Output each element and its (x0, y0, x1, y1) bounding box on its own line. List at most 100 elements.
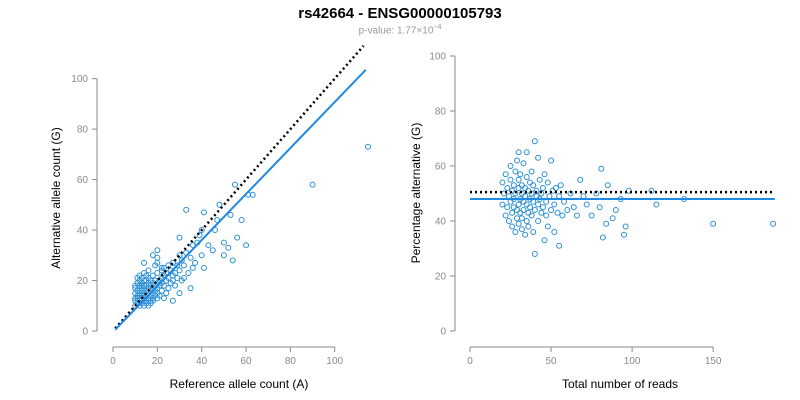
left-y-tick-label: 0 (82, 327, 88, 338)
right-data-point (510, 204, 517, 211)
right-data-point (570, 204, 577, 211)
right-data-point (522, 231, 529, 238)
left-data-point (249, 191, 256, 198)
left-data-point (216, 201, 223, 208)
right-data-point (598, 165, 605, 172)
right-data-point (551, 229, 558, 235)
left-data-point (165, 285, 172, 292)
right-data-point (541, 171, 548, 178)
right-data-point (596, 204, 603, 211)
left-data-point (180, 275, 187, 281)
left-data-point (365, 143, 371, 150)
right-data-point (520, 160, 527, 167)
page-subtitle: p-value: 1.77×10−4 (0, 24, 800, 36)
right-data-point (564, 207, 571, 213)
right-y-axis-title: Percentage alternative (G) (409, 123, 423, 264)
right-y-tick-label: 80 (435, 107, 447, 118)
right-data-point (588, 212, 595, 219)
right-data-point (501, 190, 508, 197)
right-data-point (499, 201, 506, 208)
left-data-point (176, 234, 183, 241)
right-y-tick-label: 0 (440, 327, 446, 338)
right-data-point (507, 176, 514, 183)
right-data-point (520, 207, 527, 213)
right-data-point (551, 201, 558, 208)
left-data-point (169, 259, 176, 266)
right-data-point (559, 212, 566, 219)
right-data-point (523, 201, 530, 208)
right-data-point (525, 209, 532, 216)
left-data-point (158, 264, 165, 271)
right-data-point (515, 149, 522, 156)
right-data-point (512, 229, 519, 235)
right-data-point (525, 223, 532, 230)
left-data-point (149, 252, 156, 259)
left-data-point (154, 247, 161, 254)
right-data-point (502, 212, 509, 219)
right-data-point (599, 234, 606, 241)
right-data-point (536, 176, 543, 183)
left-data-point (200, 209, 207, 216)
right-data-point (770, 220, 777, 227)
left-data-point (149, 297, 156, 304)
left-x-tick-label: 20 (152, 356, 164, 367)
left-x-tick-label: 40 (196, 356, 208, 367)
left-data-point (192, 259, 199, 266)
left-data-point (174, 275, 181, 281)
right-data-point (541, 237, 548, 244)
right-y-tick-label: 60 (435, 162, 447, 173)
left-data-point (231, 181, 238, 188)
right-data-point (514, 157, 521, 164)
left-x-tick-label: 80 (285, 356, 297, 367)
right-data-point (522, 185, 529, 191)
left-y-tick-label: 100 (71, 74, 88, 85)
right-y-tick-label: 100 (429, 52, 446, 63)
left-data-point (161, 295, 167, 302)
right-data-point (530, 229, 537, 235)
right-data-point (577, 176, 584, 183)
right-data-point (526, 179, 533, 186)
left-data-point (141, 259, 148, 266)
right-data-point (499, 179, 506, 186)
left-data-point (169, 297, 176, 304)
left-data-point (196, 232, 203, 239)
right-data-point (603, 220, 610, 227)
left-data-point (176, 252, 183, 259)
right-data-point (518, 215, 525, 222)
left-data-point (161, 264, 167, 271)
right-data-point (517, 209, 524, 216)
left-fit-line (114, 69, 367, 331)
right-data-point (583, 201, 590, 208)
left-data-point (238, 216, 245, 223)
right-x-tick-label: 50 (545, 356, 557, 367)
left-data-point (220, 239, 227, 246)
right-data-point (504, 204, 511, 211)
left-data-point (183, 206, 190, 213)
right-data-point (554, 209, 561, 216)
right-data-point (552, 185, 559, 191)
left-data-point (176, 290, 183, 297)
left-data-point (187, 285, 194, 292)
right-data-point (515, 176, 522, 183)
right-data-point (515, 185, 522, 191)
right-data-point (710, 220, 717, 227)
left-data-point (154, 254, 161, 261)
right-data-point (523, 218, 530, 224)
left-data-point (185, 269, 192, 276)
left-data-point (243, 242, 250, 249)
right-data-point (509, 209, 516, 216)
left-data-point (176, 267, 183, 274)
left-data-point (220, 252, 227, 259)
right-data-point (526, 204, 533, 211)
left-y-tick-label: 80 (77, 125, 89, 136)
left-data-point (178, 257, 185, 264)
right-data-point (604, 182, 611, 189)
right-data-point (539, 185, 546, 191)
left-data-point (205, 242, 212, 249)
right-data-point (653, 201, 660, 208)
right-data-point (505, 218, 512, 224)
right-data-point (515, 220, 522, 227)
left-data-point (198, 227, 205, 234)
left-data-point (180, 262, 187, 269)
right-scatter-panel: 0 50 100 150 0 20 40 60 80 100 Total number of rea… (409, 52, 777, 391)
